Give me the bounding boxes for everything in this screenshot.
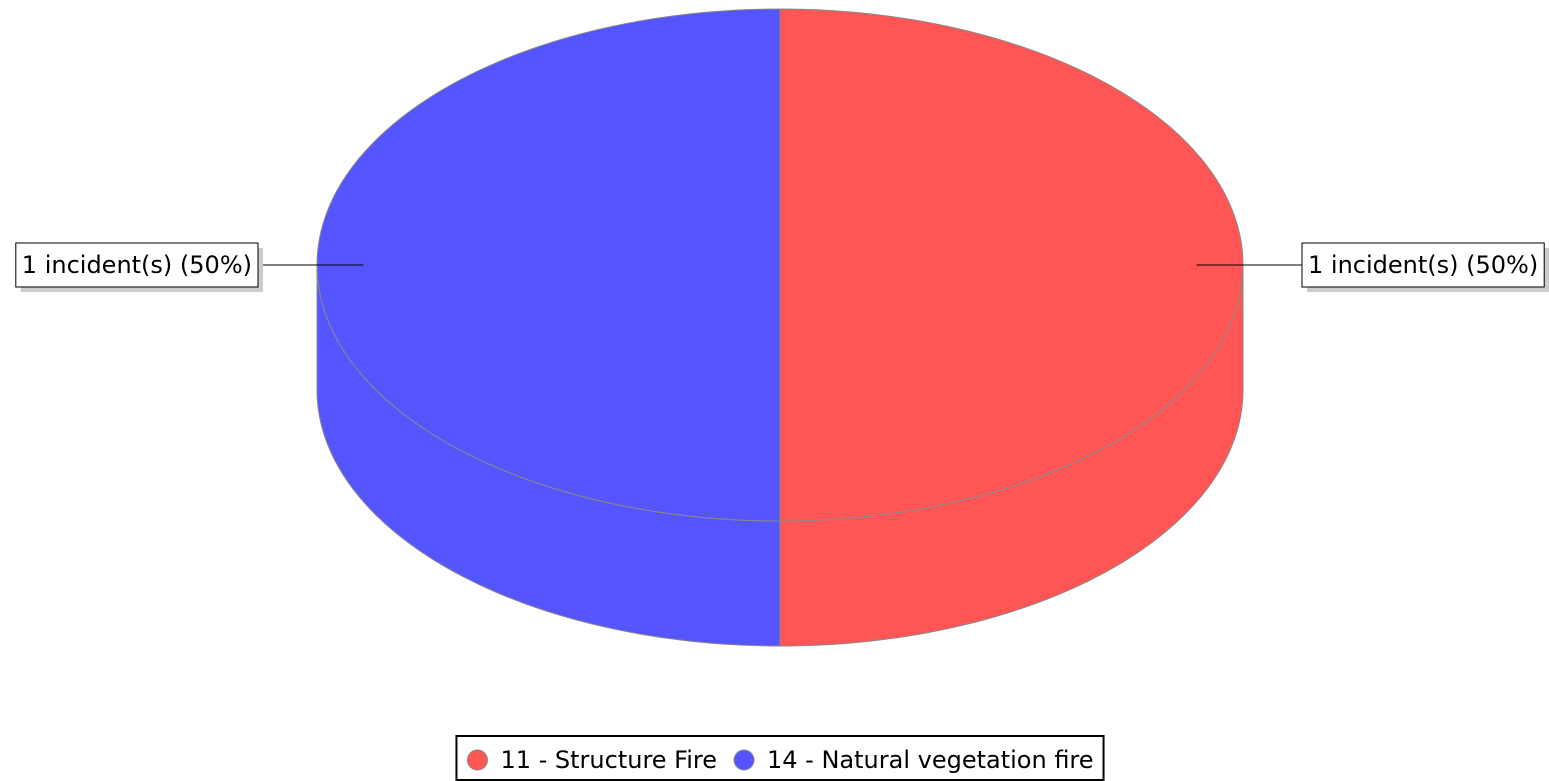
legend-box: [455, 735, 1105, 781]
legend-swatch: [733, 749, 755, 771]
data-label: 1 incident(s) (50%): [1301, 242, 1549, 292]
label-box: [1301, 242, 1545, 288]
legend: 11 - Structure Fire 14 - Natural vegetati…: [455, 735, 1105, 781]
label-text: 1 incident(s) (50%): [1308, 251, 1538, 279]
legend-label: 11 - Structure Fire: [500, 746, 717, 774]
legend-label: 14 - Natural vegetation fire: [767, 746, 1094, 774]
data-label: 1 incident(s) (50%): [15, 242, 263, 292]
legend-swatch: [466, 749, 488, 771]
label-box: [15, 242, 259, 288]
label-text: 1 incident(s) (50%): [22, 251, 252, 279]
